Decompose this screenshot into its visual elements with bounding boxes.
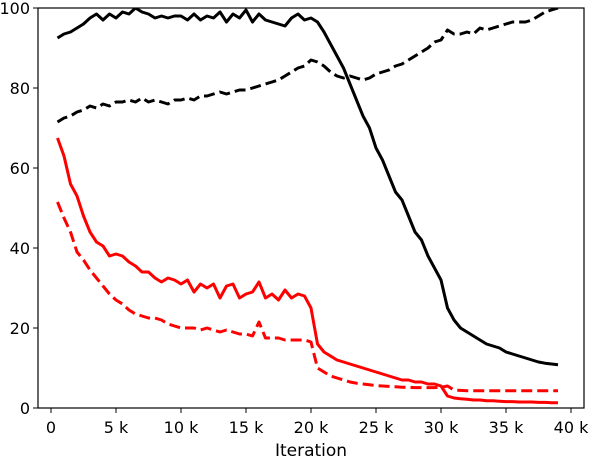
- series-line-1: [56, 8, 559, 367]
- x-tick-label: 5 k: [104, 418, 129, 437]
- x-tick-label: 20 k: [294, 418, 329, 437]
- y-tick-label: 20: [10, 319, 30, 338]
- x-tick-label: 30 k: [424, 418, 459, 437]
- plot-frame: [37, 7, 585, 409]
- series-line-2: [56, 8, 559, 124]
- series-line-3: [56, 137, 558, 405]
- axis-ticks: 0 5 k 10 k 15 k 20 k 25 k 30 k 35 k 40 k 0 20 40 60 8…: [0, 0, 589, 437]
- y-tick-label: 80: [10, 79, 30, 98]
- y-tick-label: 0: [20, 399, 30, 418]
- series-line-4: [56, 201, 558, 393]
- plot-area: [56, 8, 559, 405]
- x-tick-label: 15 k: [229, 418, 264, 437]
- x-tick-label: 0: [46, 418, 56, 437]
- x-tick-label: 25 k: [359, 418, 394, 437]
- y-tick-label: 40: [10, 239, 30, 258]
- x-tick-label: 40 k: [554, 418, 589, 437]
- x-tick-label: 35 k: [489, 418, 524, 437]
- y-tick-label: 60: [10, 159, 30, 178]
- x-axis-label: Iteration: [275, 441, 347, 458]
- x-tick-label: 10 k: [164, 418, 199, 437]
- y-tick-label: 100: [0, 0, 30, 18]
